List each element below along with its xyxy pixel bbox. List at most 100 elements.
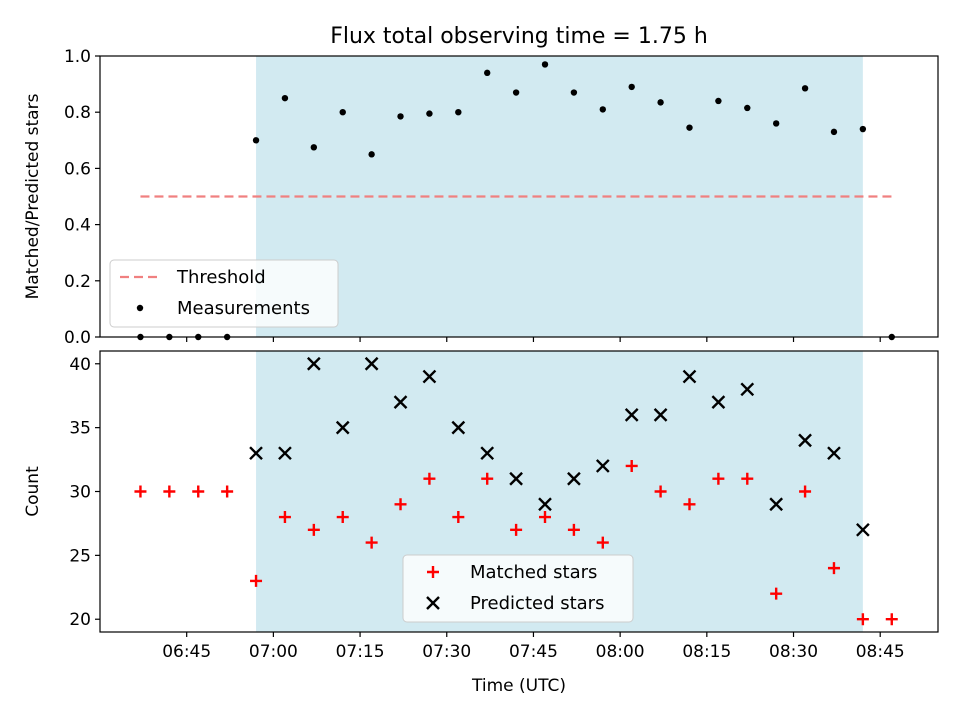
- data-point: [567, 471, 581, 486]
- data-point: [628, 83, 635, 91]
- data-point: [654, 485, 667, 498]
- y-tick-label: 25: [69, 546, 91, 566]
- legend-box: [109, 259, 339, 328]
- data-point: [538, 497, 552, 512]
- data-point: [278, 511, 291, 524]
- legend-marker: [427, 566, 439, 578]
- legend: Matched stars Predicted stars: [402, 554, 634, 623]
- top-panel: 0.0 0.2 0.4 0.6 0.8 1.0 Matched/Predicted star…: [23, 47, 939, 348]
- y-tick-label: 0.8: [64, 103, 91, 123]
- data-point: [715, 97, 722, 105]
- data-point: [567, 523, 580, 536]
- x-tick-label: 08:30: [769, 642, 818, 662]
- data-point: [741, 472, 754, 485]
- y-axis-label: Matched/Predicted stars: [23, 93, 43, 299]
- data-point: [306, 356, 321, 371]
- data-point: [512, 89, 520, 96]
- x-tick-label: 07:15: [336, 642, 385, 662]
- legend-label: Predicted stars: [470, 593, 604, 614]
- y-axis-label: Count: [23, 466, 43, 517]
- data-point: [798, 433, 812, 448]
- data-point: [856, 613, 869, 626]
- x-tick-label: 07:00: [249, 642, 298, 662]
- y-tick-label: 20: [69, 610, 91, 630]
- data-point: [595, 459, 610, 473]
- legend: Threshold Measurements: [109, 259, 339, 328]
- data-point: [801, 85, 809, 92]
- y-tick-label: 0.2: [64, 272, 91, 292]
- legend-marker: [426, 596, 440, 610]
- data-point: [712, 472, 725, 485]
- data-point: [885, 613, 898, 626]
- data-point: [451, 420, 466, 435]
- x-tick-label: 08:45: [856, 642, 905, 662]
- data-point: [596, 536, 609, 549]
- data-point: [599, 106, 606, 113]
- data-point: [827, 562, 840, 575]
- y-tick-label: 1.0: [64, 47, 91, 67]
- data-point: [653, 408, 668, 422]
- bottom-panel: 20 25 30 35 40 06:45 07:00 07:15 07:30 07:45 08:00…: [23, 350, 939, 662]
- data-point: [163, 485, 176, 498]
- series-predicted-stars: [249, 356, 870, 537]
- data-point: [539, 511, 552, 524]
- x-axis-label: Time (UTC): [471, 676, 566, 696]
- data-point: [830, 128, 838, 136]
- data-point: [339, 109, 346, 116]
- data-point: [772, 120, 780, 127]
- x-tick-label: 08:15: [682, 642, 731, 662]
- data-point: [252, 137, 260, 144]
- y-tick-label: 40: [69, 355, 91, 375]
- x-tick-label: 08:00: [596, 642, 645, 662]
- data-point: [192, 485, 205, 498]
- chart-title: Flux total observing time = 1.75 h: [330, 24, 708, 49]
- y-tick-label: 0.4: [64, 216, 91, 236]
- data-point: [307, 523, 320, 536]
- data-point: [250, 574, 263, 587]
- y-tick-label: 0.0: [64, 328, 91, 348]
- data-point: [422, 369, 437, 384]
- legend-label: Matched stars: [470, 562, 597, 583]
- data-point: [426, 110, 433, 117]
- data-point: [683, 498, 696, 511]
- data-point: [481, 472, 494, 485]
- data-point: [541, 61, 549, 68]
- x-tick-label: 07:45: [509, 642, 558, 662]
- data-point: [423, 472, 436, 485]
- series-matched-stars: [134, 459, 898, 626]
- data-point: [221, 485, 234, 498]
- data-point: [484, 69, 491, 77]
- data-point: [859, 125, 867, 133]
- data-point: [510, 523, 523, 536]
- y-tick-label: 0.6: [64, 159, 91, 179]
- data-point: [455, 109, 462, 116]
- x-tick-label: 06:45: [162, 642, 211, 662]
- data-point: [249, 446, 263, 461]
- data-point: [310, 144, 318, 151]
- series-measurements: [137, 61, 895, 341]
- data-point: [394, 498, 407, 511]
- data-point: [480, 446, 495, 461]
- y-tick-label: 30: [69, 483, 91, 503]
- data-point: [625, 459, 638, 472]
- x-tick-label: 07:30: [422, 642, 471, 662]
- data-point: [744, 104, 751, 112]
- data-point: [397, 113, 404, 120]
- data-point: [393, 395, 408, 409]
- data-point: [452, 511, 465, 524]
- data-point: [278, 446, 292, 461]
- data-point: [364, 356, 379, 371]
- data-point: [657, 99, 664, 106]
- data-point: [770, 587, 783, 600]
- data-point: [336, 511, 349, 524]
- axes-frame: [99, 55, 939, 338]
- y-tick-label: 35: [69, 419, 91, 439]
- data-point: [134, 485, 147, 498]
- legend-marker: [136, 304, 144, 312]
- data-point: [624, 408, 639, 422]
- data-point: [769, 497, 784, 512]
- data-point: [509, 471, 523, 486]
- data-point: [740, 382, 755, 397]
- data-point: [686, 124, 693, 131]
